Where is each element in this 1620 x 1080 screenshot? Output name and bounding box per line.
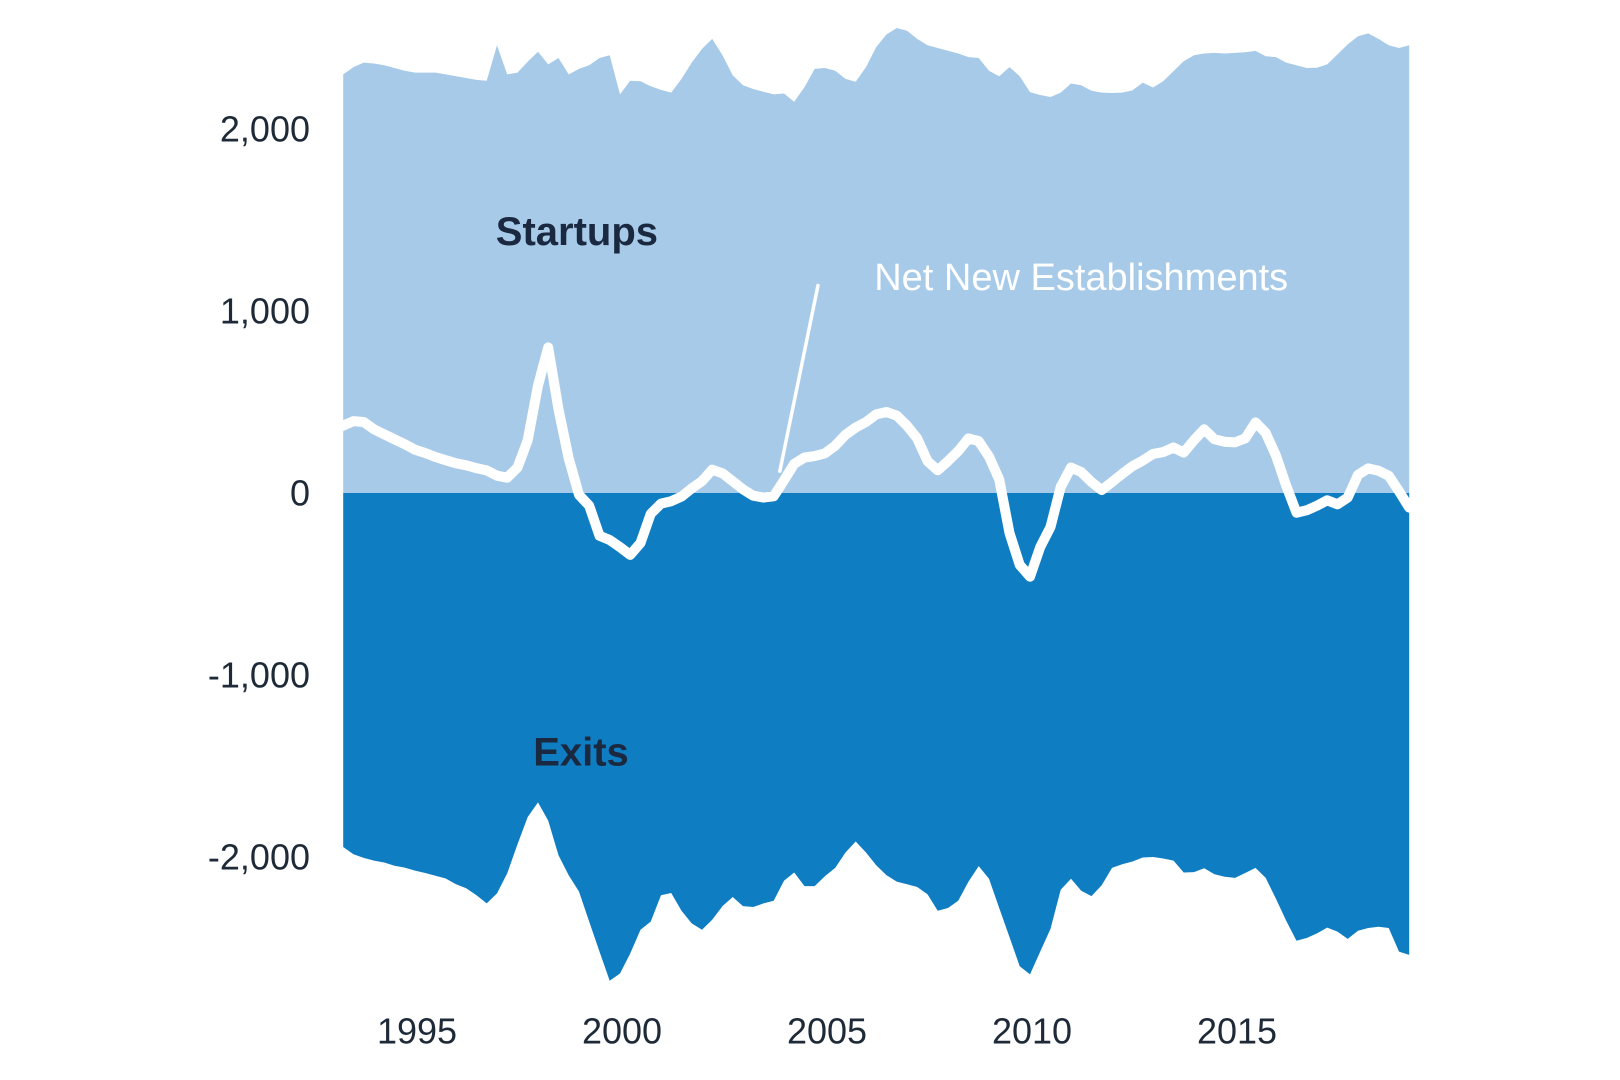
startups-area	[343, 28, 1410, 493]
exits-area	[343, 493, 1410, 981]
exits-label: Exits	[533, 730, 629, 774]
net-label: Net New Establishments	[874, 257, 1288, 299]
y-axis-tick-label: 2,000	[220, 109, 310, 150]
x-axis-tick-label: 2010	[992, 1011, 1072, 1052]
startups-label: Startups	[496, 210, 658, 254]
y-axis-tick-label: 0	[290, 473, 310, 514]
net-line	[338, 342, 1415, 582]
net-label-callout-line	[778, 283, 820, 473]
x-axis-tick-label: 1995	[377, 1011, 457, 1052]
y-axis-tick-label: -1,000	[208, 655, 310, 696]
y-axis-tick-label: 1,000	[220, 291, 310, 332]
x-axis-tick-label: 2015	[1197, 1011, 1277, 1052]
y-axis-tick-label: -2,000	[208, 837, 310, 878]
x-axis-tick-label: 2005	[787, 1011, 867, 1052]
x-axis-tick-label: 2000	[582, 1011, 662, 1052]
